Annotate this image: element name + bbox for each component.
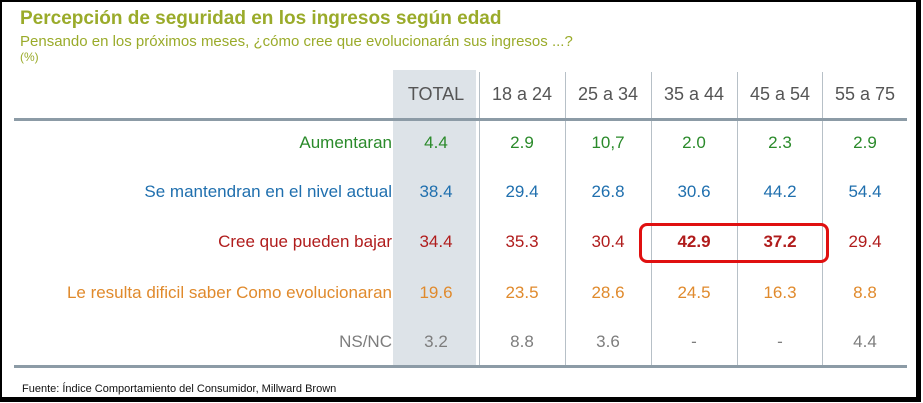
column-header: 25 a 34 — [577, 84, 639, 104]
table-cell: 23.5 — [505, 283, 539, 302]
table-cell: 35.3 — [505, 232, 539, 251]
table-cell: 42.9 — [677, 232, 711, 251]
column-header: 18 a 24 — [491, 84, 553, 104]
table-cell: 8.8 — [510, 332, 534, 351]
table-cell: 54.4 — [848, 182, 882, 201]
table-cell: 29.4 — [505, 182, 539, 201]
table-cell: 38.4 — [419, 182, 453, 201]
table-cell: 24.5 — [677, 283, 711, 302]
table-cell: 4.4 — [853, 332, 877, 351]
table-cell: 37.2 — [763, 232, 797, 251]
table-cell: - — [691, 332, 697, 351]
table-cell: 19.6 — [419, 283, 453, 302]
chart-title: Percepción de seguridad en los ingresos … — [20, 8, 502, 29]
chart-subtitle: Pensando en los próximos meses, ¿cómo cr… — [20, 33, 573, 50]
footer-rule — [14, 365, 907, 368]
unit-label: (%) — [20, 50, 39, 64]
column-divider — [737, 72, 738, 365]
column-divider — [565, 72, 566, 365]
total-column-band — [393, 70, 476, 366]
table-cell: 8.8 — [853, 283, 877, 302]
table-cell: 2.9 — [853, 133, 877, 152]
table-cell: 44.2 — [763, 182, 797, 201]
column-header: 35 a 44 — [663, 84, 725, 104]
table-cell: 28.6 — [591, 283, 625, 302]
source-note: Fuente: Índice Comportamiento del Consum… — [22, 383, 337, 395]
row-label: Aumentaran — [299, 133, 392, 152]
row-label: Cree que pueden bajar — [218, 232, 392, 251]
table-cell: 2.0 — [682, 133, 706, 152]
table-cell: 30.6 — [677, 182, 711, 201]
table-cell: - — [777, 332, 783, 351]
table-cell: 30.4 — [591, 232, 625, 251]
column-header: 45 a 54 — [749, 84, 811, 104]
table-cell: 26.8 — [591, 182, 625, 201]
table-cell: 2.9 — [510, 133, 534, 152]
table-cell: 4.4 — [424, 133, 448, 152]
table-cell: 16.3 — [763, 283, 797, 302]
row-label: Le resulta dificil saber Como evoluciona… — [66, 283, 392, 302]
table-cell: 10,7 — [591, 133, 625, 152]
table-cell: 34.4 — [419, 232, 453, 251]
table-cell: 2.3 — [768, 133, 792, 152]
column-divider — [651, 72, 652, 365]
table-cell: 3.6 — [596, 332, 620, 351]
header-rule — [14, 118, 907, 121]
table-cell: 29.4 — [848, 232, 882, 251]
table-cell: 3.2 — [424, 332, 448, 351]
column-divider — [479, 72, 480, 365]
row-label: Se mantendran en el nivel actual — [144, 182, 392, 201]
highlight-box — [639, 223, 829, 263]
row-label: NS/NC — [339, 332, 392, 351]
column-header: 55 a 75 — [834, 84, 896, 104]
column-divider — [822, 72, 823, 365]
column-header: TOTAL — [407, 84, 465, 104]
